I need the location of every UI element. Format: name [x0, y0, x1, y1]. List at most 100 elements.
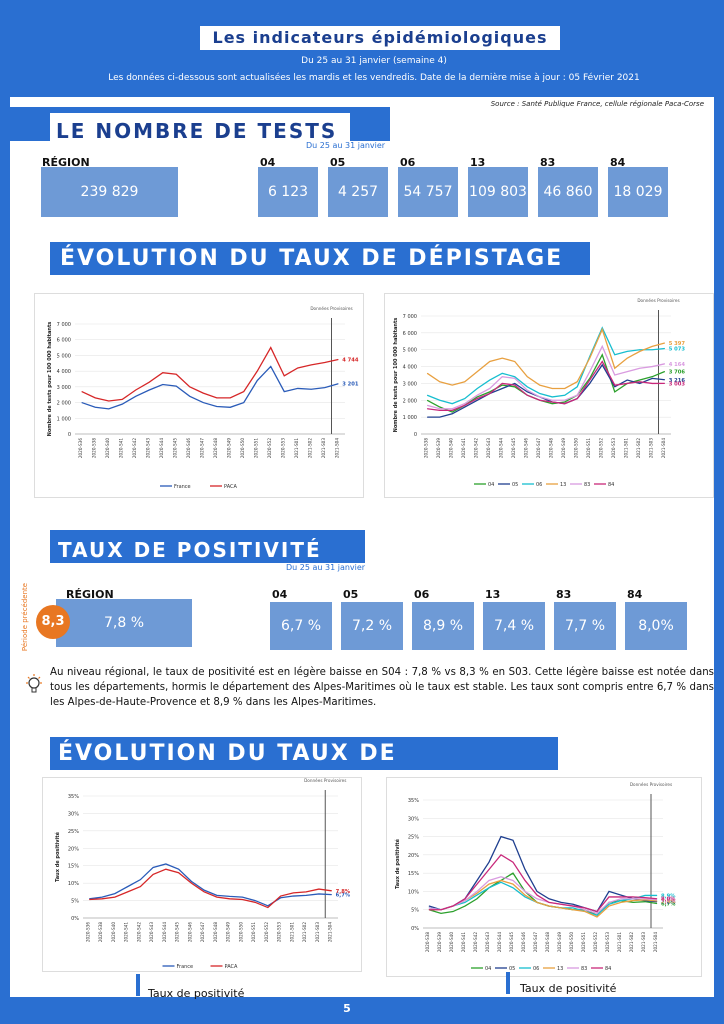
end-label-83: 7,7% — [661, 898, 676, 904]
chart-positivity-departments: 0% 5% 10% 15% 20% 25% 30% 35% 2020-S38 2020-S39 20… — [386, 777, 702, 977]
data-point-France — [178, 868, 179, 870]
data-point-06 — [664, 348, 666, 349]
x-tick-label: 2021-S03 — [315, 922, 320, 942]
end-label-04: 3 706 — [669, 370, 686, 376]
data-point-83 — [664, 363, 666, 365]
positivity-dept-code-13: 13 — [485, 588, 501, 601]
data-point-France — [152, 867, 154, 868]
data-point-13 — [551, 388, 553, 389]
x-tick-label: 2020-S45 — [509, 932, 514, 952]
data-point-04 — [426, 399, 428, 401]
data-point-13 — [656, 900, 658, 902]
y-axis-label: Taux de positivité — [394, 838, 401, 889]
data-point-06 — [620, 900, 622, 901]
data-point-13 — [639, 351, 641, 352]
chart-positivity-region: 0% 5% 10% 15% 20% 25% 30% 35% 2020-S36 2020-S38 20… — [42, 777, 362, 972]
y-tick-label: 15% — [68, 864, 79, 870]
data-point-83 — [464, 900, 466, 901]
y-tick-label: 0 — [414, 432, 417, 438]
data-point-83 — [514, 378, 516, 379]
data-point-84 — [476, 398, 478, 399]
positivity-title: TAUX DE POSITIVITÉ — [50, 530, 365, 563]
data-point-05 — [501, 388, 503, 389]
data-point-04 — [589, 378, 591, 379]
data-point-05 — [536, 891, 538, 892]
data-point-84 — [564, 403, 566, 404]
legend-label-04: 04 — [488, 482, 494, 488]
data-point-06 — [644, 895, 646, 896]
x-tick-label: 2020-S41 — [461, 438, 466, 458]
data-point-13 — [664, 342, 666, 344]
x-tick-label: 2020-S43 — [486, 438, 491, 458]
tests-dept-code-05: 05 — [330, 156, 346, 169]
positivity-dept-code-04: 04 — [272, 588, 288, 601]
data-point-13 — [608, 905, 610, 907]
data-point-84 — [644, 897, 646, 898]
data-point-13 — [614, 367, 616, 369]
data-point-83 — [428, 907, 430, 909]
data-point-84 — [500, 854, 502, 856]
x-tick-label: 2020-S49 — [226, 922, 231, 942]
data-point-83 — [644, 898, 646, 900]
data-point-France — [189, 395, 191, 397]
tests-region-box: 239 829 — [41, 167, 178, 217]
end-label-05: 3 216 — [669, 378, 686, 384]
data-point-France — [310, 388, 312, 390]
x-tick-label: 2020-S50 — [240, 438, 245, 458]
data-point-84 — [476, 883, 478, 885]
y-tick-label: 15% — [408, 871, 419, 877]
x-tick-label: 2020-S47 — [200, 922, 205, 942]
x-tick-label: 2020-S51 — [581, 932, 586, 952]
data-point-83 — [536, 898, 538, 900]
data-point-06 — [526, 386, 528, 388]
x-tick-label: 2020-S49 — [226, 438, 231, 458]
x-tick-label: 2020-S44 — [497, 932, 502, 952]
data-point-PACA — [89, 899, 90, 900]
data-point-France — [127, 886, 128, 887]
chart-positivity-departments-svg: 0% 5% 10% 15% 20% 25% 30% 35% 2020-S38 2020-S39 20… — [394, 782, 676, 972]
data-point-13 — [596, 916, 598, 918]
data-point-83 — [476, 394, 478, 396]
data-point-PACA — [283, 375, 285, 377]
data-point-84 — [608, 896, 610, 898]
x-tick-label: 2021-S01 — [289, 922, 294, 942]
y-tick-label: 1 000 — [57, 416, 71, 422]
x-tick-label: 2020-S39 — [436, 438, 441, 458]
legend-label-PACA: PACA — [225, 964, 239, 970]
data-point-13 — [564, 388, 566, 389]
data-point-05 — [500, 836, 502, 837]
x-tick-label: 2021-S03 — [321, 438, 326, 458]
x-tick-label: 2020-S48 — [213, 922, 218, 942]
caption-right: Taux de positivité — [520, 982, 617, 995]
positivity-evolution-title: ÉVOLUTION DU TAUX DE POSITIVITÉ — [50, 737, 558, 799]
x-tick-label: 2020-S42 — [136, 922, 141, 942]
header-update-note: Les données ci-dessous sont actualisées … — [108, 73, 640, 83]
data-point-83 — [524, 891, 526, 892]
tests-dept-box-13: 109 803 — [468, 167, 528, 217]
y-tick-label: 2 000 — [57, 401, 71, 407]
data-point-84 — [601, 361, 603, 362]
tests-dept-box-04: 6 123 — [258, 167, 318, 217]
data-point-06 — [451, 403, 453, 404]
tests-dept-box-05: 4 257 — [328, 167, 388, 217]
data-point-06 — [488, 887, 490, 889]
data-point-83 — [539, 396, 541, 398]
data-point-04 — [656, 903, 658, 904]
data-point-83 — [589, 371, 591, 372]
data-point-83 — [656, 899, 658, 901]
y-tick-label: 5 000 — [57, 353, 71, 359]
data-point-06 — [500, 881, 502, 883]
series-line-84 — [429, 854, 658, 913]
x-tick-label: 2020-S38 — [98, 922, 103, 942]
data-point-04 — [644, 901, 646, 902]
x-tick-label: 2020-S44 — [162, 922, 167, 942]
data-point-France — [175, 385, 177, 387]
end-label-84: 8,0% — [661, 897, 676, 903]
legend-label-13: 13 — [560, 482, 566, 488]
x-tick-label: 2020-S43 — [149, 922, 154, 942]
chart-positivity-region-svg: 0% 5% 10% 15% 20% 25% 30% 35% 2020-S36 2020-S38 20… — [54, 778, 351, 970]
data-point-83 — [576, 394, 578, 396]
data-point-05 — [614, 386, 616, 388]
provisional-annotation: Données Provisoires — [637, 298, 679, 303]
data-point-PACA — [280, 895, 281, 897]
